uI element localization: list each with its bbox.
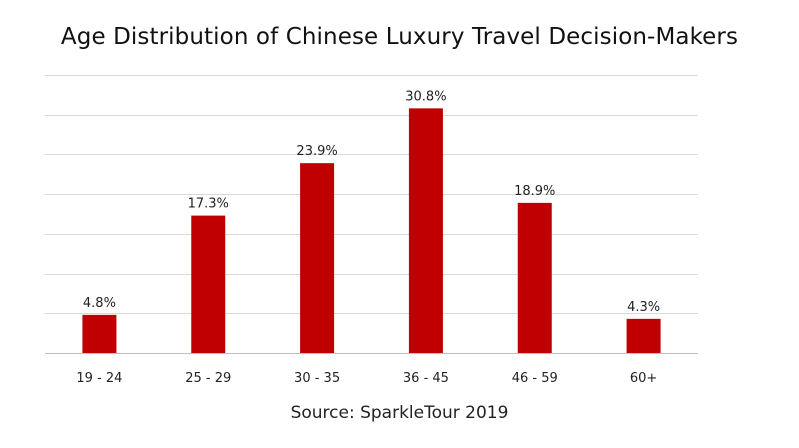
data-label: 17.3% bbox=[188, 197, 229, 212]
bar bbox=[300, 163, 335, 353]
data-label: 30.8% bbox=[405, 89, 446, 104]
data-label: 4.8% bbox=[83, 296, 116, 311]
x-tick-label: 60+ bbox=[630, 371, 657, 386]
bar bbox=[191, 215, 226, 353]
chart-title: Age Distribution of Chinese Luxury Trave… bbox=[60, 24, 739, 50]
bar bbox=[408, 108, 443, 353]
bars bbox=[82, 108, 661, 353]
source-note: Source: SparkleTour 2019 bbox=[290, 403, 509, 423]
bar bbox=[626, 318, 661, 353]
data-labels: 4.8% 17.3% 23.9% 30.8% 18.9% 4.3% bbox=[83, 89, 660, 314]
data-label: 4.3% bbox=[627, 300, 660, 315]
x-tick-label: 30 - 35 bbox=[294, 371, 340, 386]
data-label: 18.9% bbox=[514, 184, 555, 199]
gridlines bbox=[45, 75, 698, 314]
x-tick-label: 19 - 24 bbox=[76, 371, 122, 386]
x-axis: 19 - 24 25 - 29 30 - 35 36 - 45 46 - 59 60+ bbox=[45, 353, 698, 386]
data-label: 23.9% bbox=[296, 144, 337, 159]
bar bbox=[82, 314, 117, 353]
x-tick-label: 46 - 59 bbox=[512, 371, 558, 386]
bar bbox=[517, 202, 552, 353]
x-tick-label: 36 - 45 bbox=[403, 371, 449, 386]
x-tick-label: 25 - 29 bbox=[185, 371, 231, 386]
